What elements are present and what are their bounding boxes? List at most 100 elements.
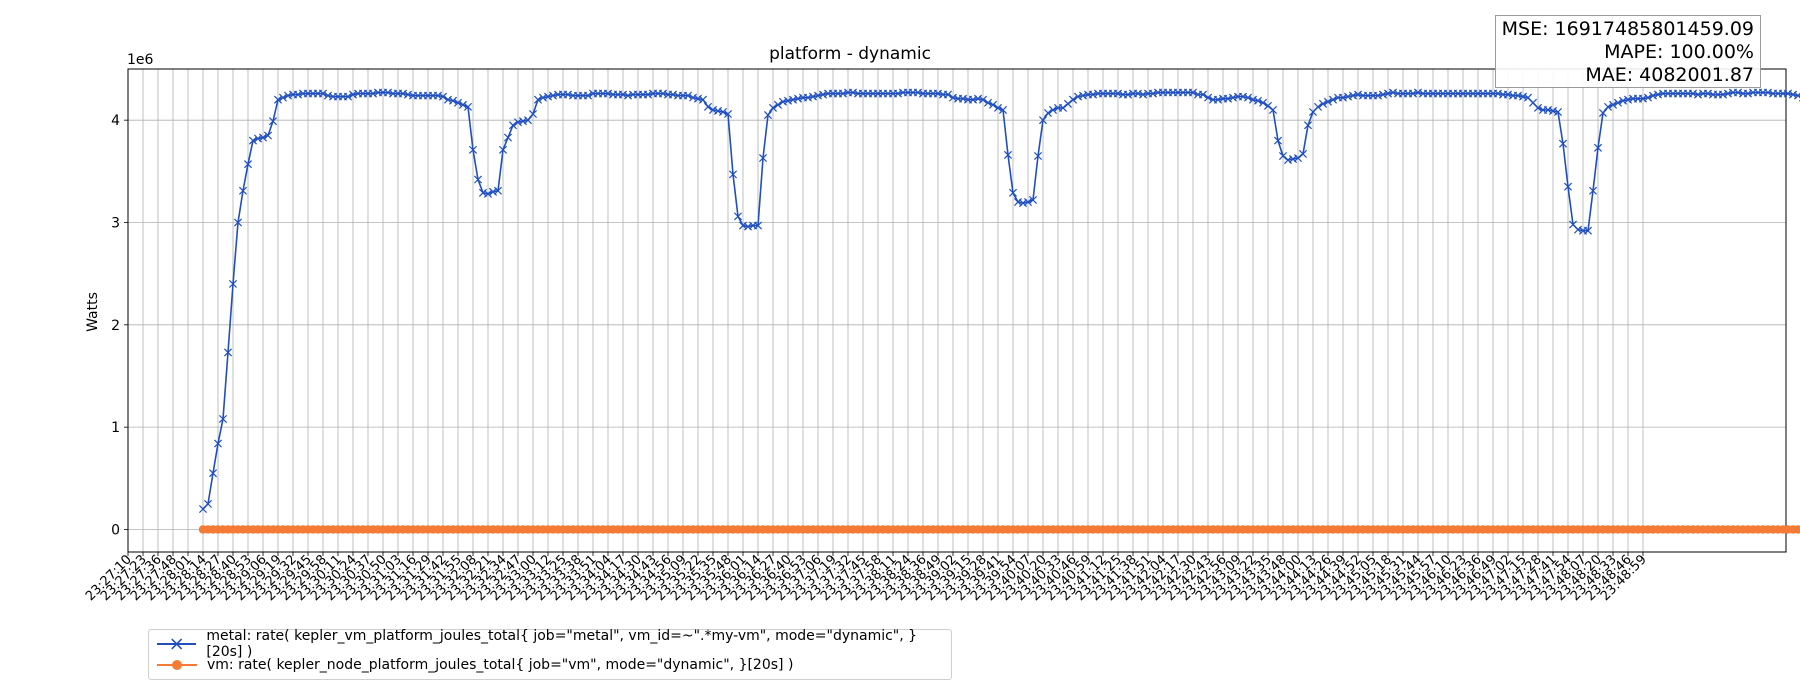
data-point-metal bbox=[438, 92, 448, 101]
data-point-metal bbox=[523, 116, 533, 125]
error-stats-box: MSE: 16917485801459.09 MAPE: 100.00% MAE… bbox=[1495, 15, 1761, 88]
y-tick-label: 0 bbox=[111, 522, 120, 538]
data-point-metal bbox=[213, 439, 223, 448]
data-point-metal bbox=[473, 175, 483, 184]
grid-layer bbox=[127, 69, 1786, 552]
data-point-metal bbox=[1293, 154, 1303, 163]
y-tick-label: 2 bbox=[111, 318, 120, 334]
metal-series-swatch-icon bbox=[157, 638, 197, 650]
data-point-metal bbox=[1533, 103, 1543, 112]
data-point-metal bbox=[943, 90, 953, 99]
data-point-metal bbox=[1188, 88, 1198, 97]
data-point-metal bbox=[683, 91, 693, 100]
data-point-metal bbox=[1553, 107, 1563, 117]
data-point-metal bbox=[1298, 149, 1308, 158]
data-point-metal bbox=[1043, 108, 1053, 118]
data-point-metal bbox=[203, 499, 213, 508]
data-point-metal bbox=[1563, 182, 1573, 191]
legend-label-metal: metal: rate( kepler_vm_platform_joules_t… bbox=[206, 628, 918, 660]
data-point-metal bbox=[1063, 99, 1073, 108]
mse-stat: MSE: 16917485801459.09 bbox=[1501, 18, 1754, 40]
data-point-metal bbox=[343, 92, 353, 101]
series-vm bbox=[198, 525, 1800, 534]
legend-entry-vm: vm: rate( kepler_node_platform_joules_to… bbox=[149, 655, 793, 675]
mae-stat: MAE: 4082001.87 bbox=[1585, 64, 1754, 86]
data-point-vm bbox=[1793, 525, 1800, 534]
data-point-metal bbox=[723, 110, 733, 119]
data-point-metal bbox=[763, 111, 773, 120]
series-metal bbox=[198, 88, 1800, 514]
data-point-metal bbox=[1253, 96, 1263, 105]
data-point-metal bbox=[993, 103, 1003, 112]
data-point-metal bbox=[233, 218, 243, 227]
series-line-metal bbox=[202, 91, 1800, 510]
data-point-metal bbox=[718, 107, 728, 117]
axes-layer bbox=[127, 68, 1787, 553]
data-point-metal bbox=[1008, 188, 1018, 197]
data-point-metal bbox=[533, 95, 543, 104]
data-point-metal bbox=[728, 170, 738, 179]
legend-label-vm: vm: rate( kepler_node_platform_joules_to… bbox=[207, 657, 794, 673]
y-tick-label: 4 bbox=[111, 113, 120, 129]
data-point-metal bbox=[1613, 98, 1623, 107]
data-point-metal bbox=[508, 121, 518, 130]
data-point-metal bbox=[248, 136, 258, 145]
data-point-metal bbox=[503, 133, 513, 142]
data-point-metal bbox=[468, 145, 478, 154]
data-point-metal bbox=[453, 98, 463, 107]
data-point-metal bbox=[1603, 102, 1613, 111]
data-point-metal bbox=[1273, 136, 1283, 145]
data-point-metal bbox=[318, 89, 328, 98]
y-tick-label: 1 bbox=[111, 420, 120, 436]
data-point-metal bbox=[448, 96, 458, 105]
data-point-metal bbox=[483, 189, 493, 198]
data-point-metal bbox=[988, 100, 998, 109]
data-point-metal bbox=[223, 348, 233, 357]
data-point-metal bbox=[458, 100, 468, 109]
data-point-metal bbox=[1068, 95, 1078, 104]
data-point-metal bbox=[1323, 97, 1333, 106]
y-tick-label: 3 bbox=[111, 215, 120, 231]
data-point-metal bbox=[1028, 195, 1038, 205]
plot-frame bbox=[127, 68, 1787, 553]
data-point-metal bbox=[273, 95, 283, 104]
data-point-metal bbox=[1328, 95, 1338, 104]
data-point-metal bbox=[493, 186, 503, 195]
data-point-metal bbox=[238, 186, 248, 195]
data-point-metal bbox=[983, 98, 993, 107]
data-point-metal bbox=[1608, 100, 1618, 109]
data-point-metal bbox=[1258, 98, 1268, 107]
x-tick-layer: 23:27:1023:27:2323:27:3623:27:4823:28:01… bbox=[83, 552, 1650, 604]
data-point-metal bbox=[733, 212, 743, 221]
mape-stat: MAPE: 100.00% bbox=[1604, 41, 1754, 63]
legend-entry-metal: metal: rate( kepler_vm_platform_joules_t… bbox=[149, 628, 951, 660]
data-point-metal bbox=[268, 117, 278, 126]
data-point-metal bbox=[1583, 226, 1593, 235]
data-point-metal bbox=[773, 100, 783, 109]
data-point-metal bbox=[278, 93, 288, 102]
data-point-metal bbox=[1198, 90, 1208, 99]
data-point-metal bbox=[1243, 93, 1253, 102]
data-point-metal bbox=[263, 131, 273, 140]
data-point-metal bbox=[583, 91, 593, 100]
legend: metal: rate( kepler_vm_platform_joules_t… bbox=[148, 628, 952, 680]
data-point-metal bbox=[258, 133, 268, 142]
data-point-metal bbox=[218, 414, 228, 423]
data-point-metal bbox=[758, 154, 768, 163]
data-point-metal bbox=[528, 110, 538, 119]
series-layer bbox=[198, 88, 1800, 534]
data-point-metal bbox=[998, 105, 1008, 114]
data-point-metal bbox=[463, 102, 473, 111]
data-point-metal bbox=[1263, 101, 1273, 110]
data-point-metal bbox=[768, 103, 778, 112]
y-axis-offset-label: 1e6 bbox=[127, 52, 154, 68]
data-point-metal bbox=[228, 279, 238, 288]
data-point-metal bbox=[1318, 99, 1328, 108]
y-tick-layer: 0 1 2 3 4 bbox=[111, 113, 128, 538]
data-point-metal bbox=[1303, 121, 1313, 130]
data-point-metal bbox=[1588, 186, 1598, 195]
data-point-metal bbox=[1033, 151, 1043, 161]
data-point-metal bbox=[1023, 198, 1033, 207]
data-point-metal bbox=[1643, 93, 1653, 102]
